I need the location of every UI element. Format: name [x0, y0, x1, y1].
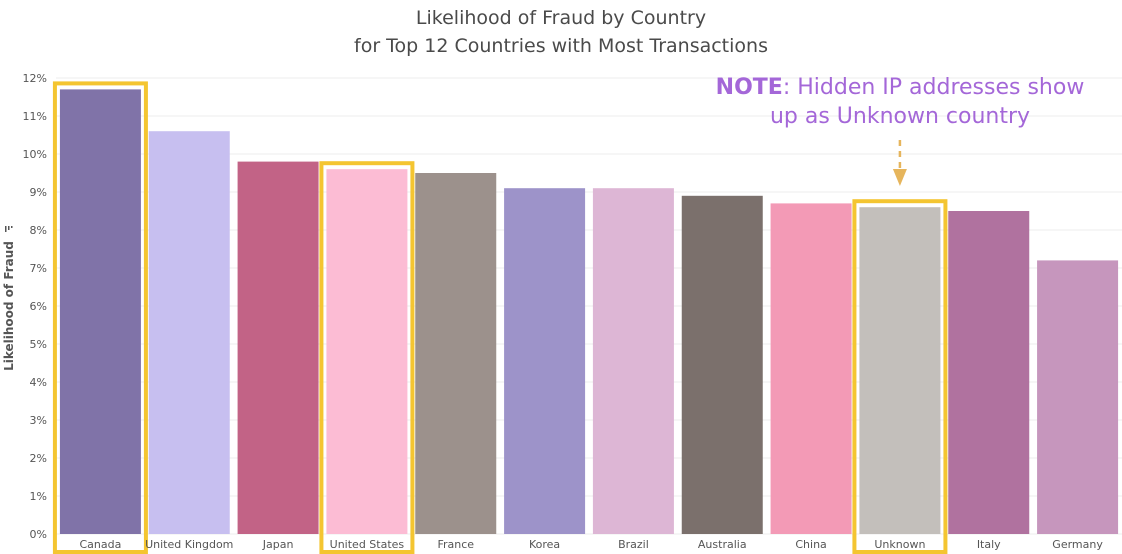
x-tick-label: Australia — [698, 538, 747, 551]
y-tick-label: 11% — [23, 110, 47, 123]
bar-australia — [681, 195, 763, 535]
note-keyword: NOTE — [715, 75, 783, 100]
annotation-arrowhead — [892, 169, 907, 186]
y-tick-label: 5% — [30, 338, 47, 351]
y-axis-label: Likelihood of Fraud — [2, 241, 16, 371]
bar-united-states — [326, 169, 408, 534]
y-tick-label: 4% — [30, 376, 47, 389]
x-tick-label: China — [795, 538, 826, 551]
bar-france — [415, 173, 497, 534]
note-text-line2: up as Unknown country — [769, 104, 1031, 129]
y-tick-label: 7% — [30, 262, 47, 275]
highlight-box — [52, 81, 148, 554]
highlight-box — [852, 199, 948, 554]
y-tick-label: 0% — [30, 528, 47, 541]
bar-canada — [59, 89, 141, 535]
y-tick-label: 3% — [30, 414, 47, 427]
y-tick-label: 10% — [23, 148, 47, 161]
y-tick-label: 9% — [30, 186, 47, 199]
sort-icon — [5, 226, 7, 232]
bar-unknown — [859, 207, 941, 534]
highlight-box — [319, 161, 415, 554]
note-text-line1: : Hidden IP addresses show — [782, 75, 1085, 100]
y-tick-label: 8% — [30, 224, 47, 237]
x-tick-label: Japan — [262, 538, 294, 551]
y-tick-label: 6% — [30, 300, 47, 313]
x-tick-label: United Kingdom — [145, 538, 233, 551]
sort-icon — [11, 226, 13, 228]
bar-china — [770, 203, 852, 534]
chart-title: Likelihood of Fraud by Country — [415, 7, 707, 29]
bar-korea — [504, 188, 586, 534]
bar-united-kingdom — [148, 131, 230, 534]
y-tick-label: 2% — [30, 452, 47, 465]
chart-subtitle: for Top 12 Countries with Most Transacti… — [354, 35, 768, 57]
x-tick-label: Korea — [529, 538, 560, 551]
y-tick-label: 12% — [23, 72, 47, 85]
x-tick-label: Brazil — [618, 538, 649, 551]
x-tick-label: Germany — [1052, 538, 1103, 551]
bar-japan — [237, 161, 319, 534]
y-tick-label: 1% — [30, 490, 47, 503]
x-tick-label: Unknown — [874, 538, 925, 551]
bar-brazil — [592, 188, 674, 534]
bar-italy — [948, 211, 1030, 534]
x-tick-label: Canada — [79, 538, 121, 551]
x-tick-label: Italy — [977, 538, 1001, 551]
x-tick-label: France — [437, 538, 474, 551]
sort-icon — [8, 226, 10, 230]
x-tick-label: United States — [330, 538, 405, 551]
bar-germany — [1037, 260, 1119, 534]
note-annotation: NOTE: Hidden IP addresses show up as Unk… — [690, 73, 1110, 131]
